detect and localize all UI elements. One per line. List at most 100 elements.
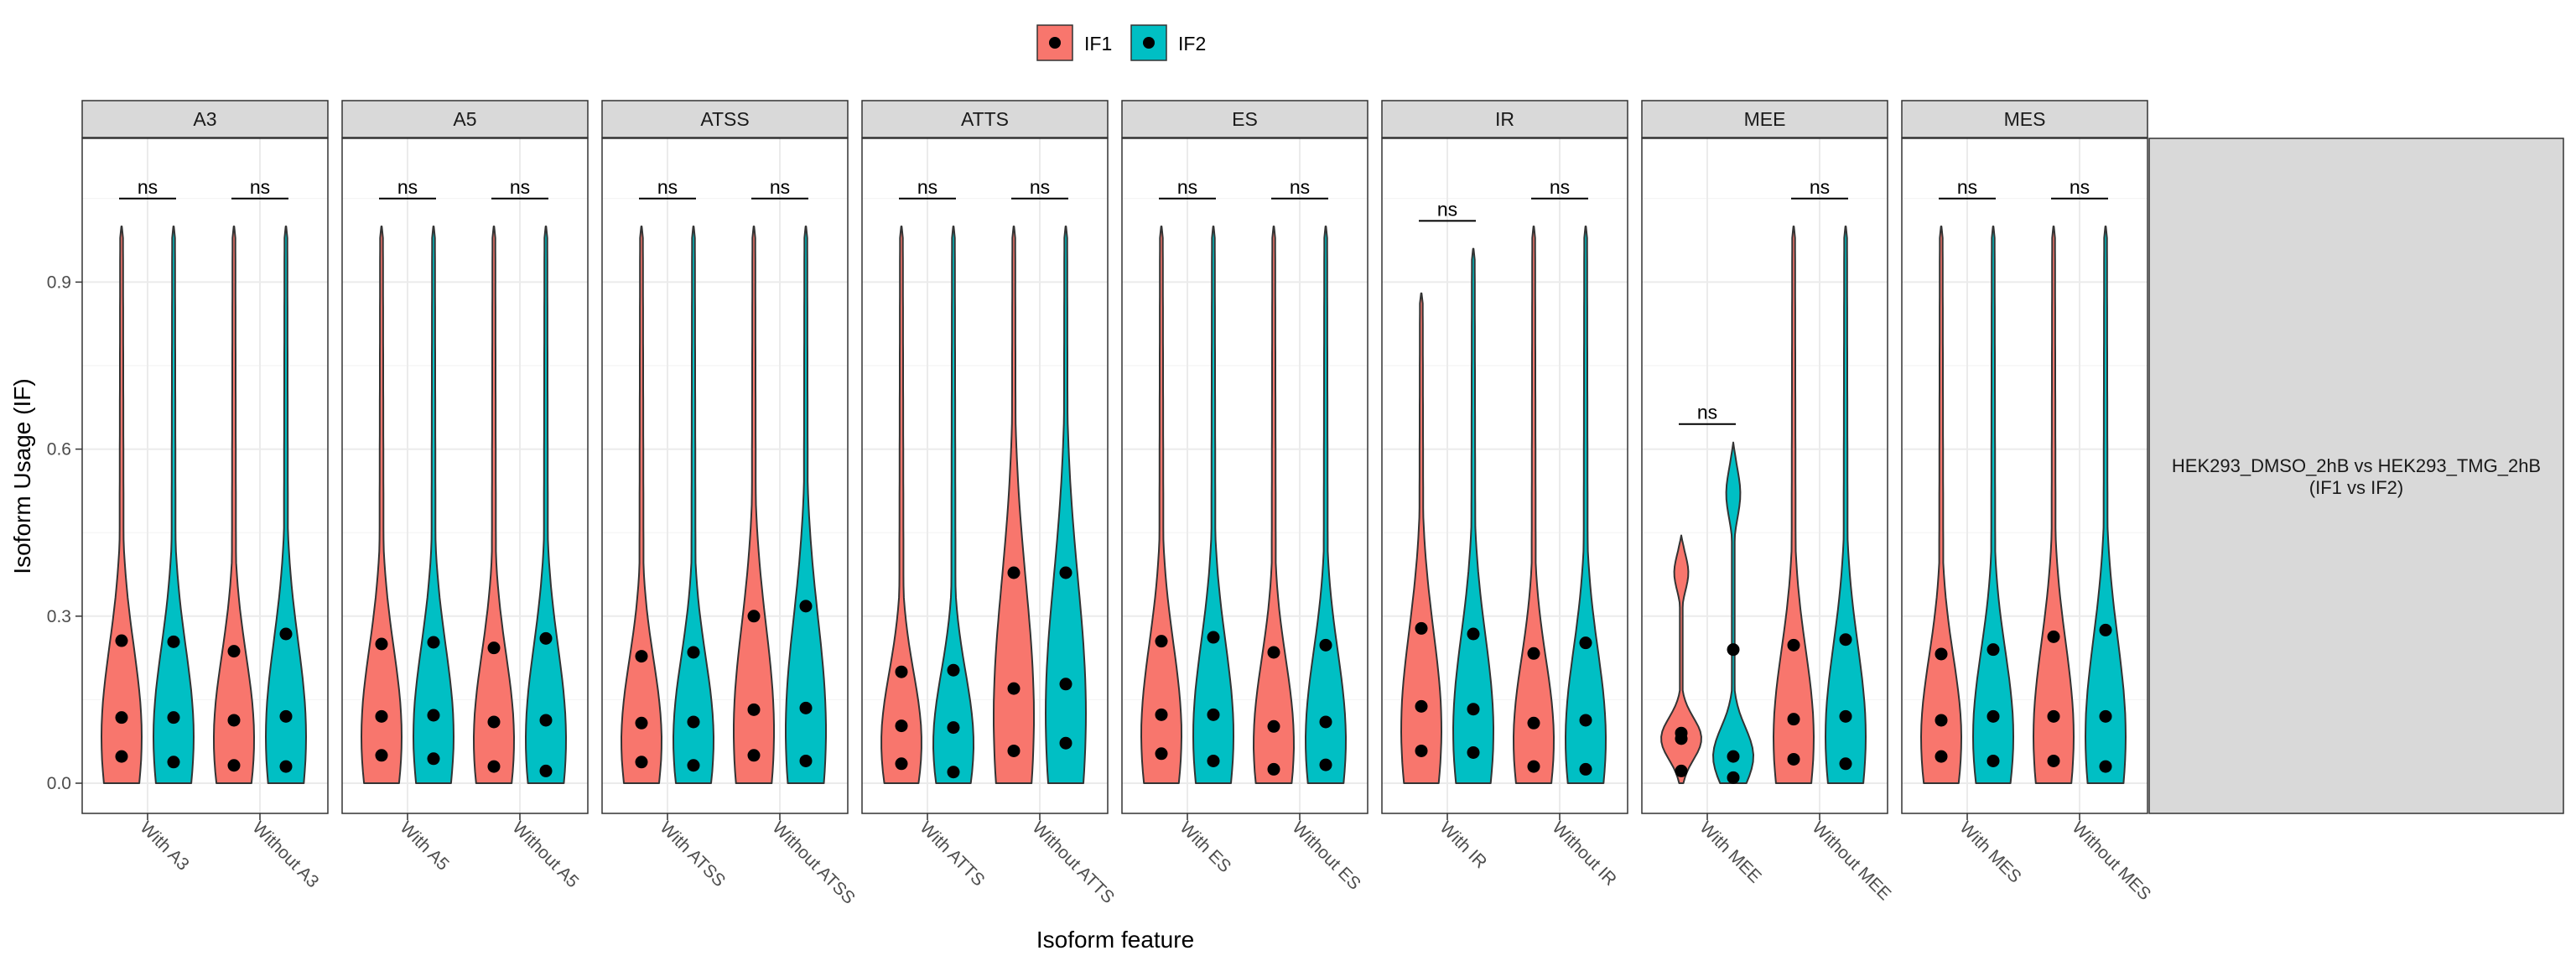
quantile-point-if2 (1987, 643, 2000, 657)
quantile-point-if1 (1267, 719, 1280, 733)
quantile-point-if1 (895, 665, 908, 678)
quantile-point-if2 (1987, 754, 2000, 767)
facet-strip-label: IR (1495, 108, 1514, 130)
quantile-point-if2 (279, 709, 293, 723)
significance-label: ns (1550, 176, 1570, 198)
y-tick-label: 0.0 (47, 774, 71, 793)
x-tick-label: Without ATTS (1028, 818, 1118, 907)
significance-label: ns (770, 176, 790, 198)
significance-label: ns (917, 176, 937, 198)
legend: IF1 IF2 (1036, 24, 1206, 61)
quantile-point-if1 (635, 650, 648, 663)
significance-label: ns (1177, 176, 1197, 198)
quantile-point-if2 (2099, 760, 2112, 773)
quantile-point-if2 (167, 756, 180, 769)
quantile-point-if1 (487, 760, 501, 773)
facet-strip-label: ES (1232, 108, 1258, 130)
quantile-point-if1 (1007, 682, 1021, 695)
significance-label: ns (138, 176, 158, 198)
quantile-point-if2 (1319, 758, 1332, 771)
quantile-point-if2 (1727, 643, 1740, 657)
y-axis: 0.0 0.3 0.6 0.9 (47, 273, 82, 793)
quantile-point-if1 (1155, 635, 1168, 648)
comparison-label-line2: (IF1 vs IF2) (2309, 477, 2403, 498)
quantile-point-if2 (947, 663, 960, 677)
violin-if1 (993, 226, 1035, 784)
violin-if1 (1253, 226, 1295, 784)
quantile-point-if2 (1059, 566, 1072, 579)
quantile-point-if1 (1155, 708, 1168, 721)
quantile-point-if1 (2047, 754, 2060, 767)
violin-if2 (1712, 441, 1754, 784)
significance-label: ns (1437, 198, 1457, 220)
quantile-point-if1 (1527, 647, 1540, 660)
quantile-point-if2 (687, 759, 700, 772)
violin-if1 (1920, 226, 1962, 784)
violin-if2 (265, 226, 307, 784)
quantile-point-if1 (227, 759, 241, 772)
significance-label: ns (1030, 176, 1050, 198)
significance-label: ns (1957, 176, 1977, 198)
facet-strip (1641, 100, 1888, 138)
facet-strip-label: MEE (1744, 108, 1786, 130)
quantile-point-if1 (747, 610, 761, 623)
significance-label: ns (510, 176, 530, 198)
x-tick-label: With MEE (1696, 818, 1764, 886)
quantile-point-if2 (539, 631, 553, 645)
quantile-point-if2 (1059, 678, 1072, 691)
quantile-point-if1 (487, 715, 501, 729)
quantile-point-if1 (1007, 566, 1021, 579)
quantile-point-if1 (1787, 638, 1800, 652)
quantile-point-if2 (799, 754, 813, 767)
panel-border (861, 138, 1109, 814)
x-tick-label: Without IR (1548, 818, 1620, 890)
quantile-point-if2 (167, 635, 180, 648)
quantile-point-if1 (115, 634, 128, 647)
quantile-point-if1 (227, 714, 241, 727)
violin-if1 (733, 226, 775, 784)
x-tick-label: Without ATSS (768, 818, 859, 908)
panel-border (341, 138, 589, 814)
quantile-point-if2 (539, 764, 553, 777)
violin-if1 (361, 226, 402, 784)
violin-if2 (1972, 226, 2014, 784)
quantile-point-if1 (1267, 646, 1280, 659)
y-tick-label: 0.9 (47, 273, 71, 292)
violin-if1 (1660, 534, 1702, 784)
quantile-point-if1 (1527, 716, 1540, 730)
facet-strip-label: MES (2004, 108, 2046, 130)
quantile-point-if1 (2047, 709, 2060, 723)
quantile-point-if1 (1935, 714, 1948, 727)
facet-strip-label: ATTS (961, 108, 1009, 130)
facet-strip-label: A3 (193, 108, 216, 130)
x-tick-label: With A5 (396, 818, 452, 874)
quantile-point-if1 (1675, 764, 1688, 777)
significance-label: ns (1810, 176, 1830, 198)
facet-strip (1901, 100, 2148, 138)
quantile-point-if1 (1267, 762, 1280, 776)
quantile-point-if1 (115, 711, 128, 724)
significance-label: ns (2070, 176, 2090, 198)
quantile-point-if2 (799, 701, 813, 714)
violin-if1 (101, 226, 143, 784)
x-tick-label: With ATTS (916, 818, 988, 890)
quantile-point-if2 (1207, 708, 1220, 721)
quantile-point-if2 (1319, 638, 1332, 652)
quantile-point-if2 (427, 709, 440, 722)
violin-if2 (525, 226, 567, 784)
quantile-point-if2 (799, 600, 813, 613)
quantile-point-if2 (2099, 623, 2112, 636)
x-tick-label: With ATSS (656, 818, 729, 891)
legend-dot-if2 (1143, 37, 1155, 49)
quantile-point-if1 (487, 641, 501, 655)
panel-ir: IR ns With IR ns Without IR (1381, 100, 1628, 890)
significance-label: ns (397, 176, 418, 198)
quantile-point-if2 (1987, 709, 2000, 723)
quantile-point-if1 (1007, 744, 1021, 757)
quantile-point-if1 (635, 756, 648, 769)
legend-label-if2: IF2 (1178, 33, 1206, 55)
quantile-point-if1 (227, 645, 241, 658)
quantile-point-if2 (1207, 754, 1220, 767)
panel-atss: ATSS ns With ATSS ns Without ATSS (601, 100, 859, 908)
